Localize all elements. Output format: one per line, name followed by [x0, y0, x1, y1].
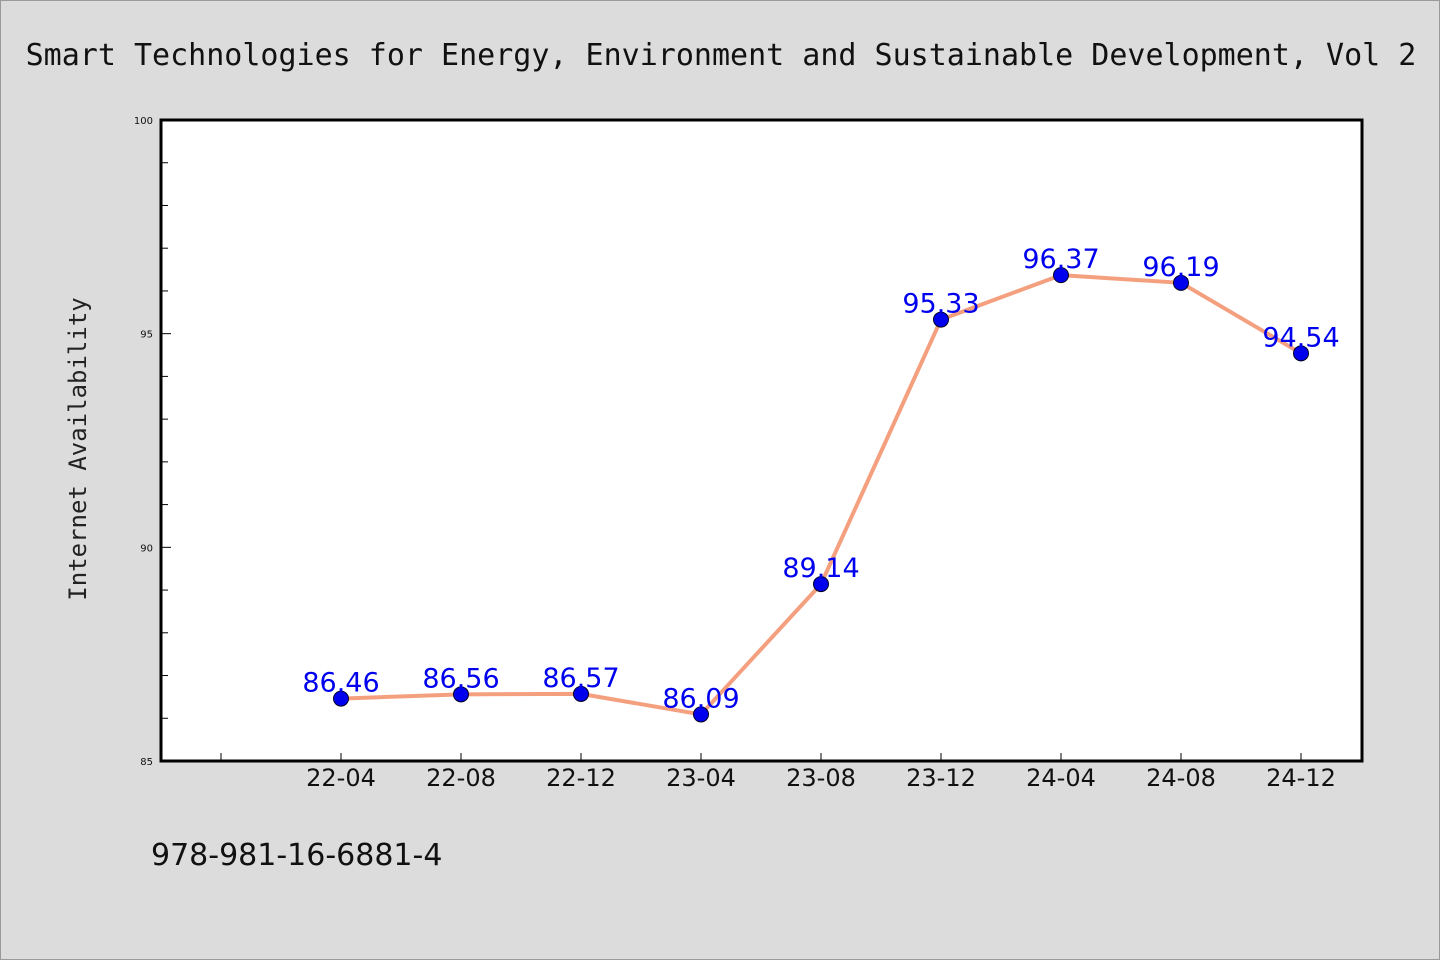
x-tick-label: 22-08: [426, 764, 496, 792]
data-point: [693, 706, 709, 723]
data-label: 86.09: [662, 683, 739, 714]
chart-title: Smart Technologies for Energy, Environme…: [26, 38, 1417, 73]
data-point: [813, 576, 829, 593]
y-tick-label: 100: [134, 116, 153, 127]
data-label: 96.19: [1142, 252, 1219, 283]
y-tick-label: 85: [140, 757, 153, 768]
data-point: [1173, 274, 1189, 291]
data-point: [1293, 345, 1309, 362]
data-label: 94.54: [1262, 322, 1339, 353]
data-label: 89.14: [782, 553, 859, 584]
x-tick-label: 23-08: [786, 764, 856, 792]
x-axis-ticks: 22-04 22-08 22-12 23-04 23-08 23-12 24-04 24-08…: [220, 753, 1336, 792]
data-label: 96.37: [1022, 244, 1099, 275]
x-tick-label: 24-12: [1266, 764, 1336, 792]
x-tick-label: 22-04: [306, 764, 376, 792]
data-label: 86.56: [422, 663, 499, 694]
data-point: [1053, 267, 1069, 284]
x-tick-label: 23-12: [906, 764, 976, 792]
data-label: 86.46: [302, 668, 379, 699]
plot-area: [159, 118, 1364, 763]
data-markers: [333, 267, 1309, 723]
isbn-footer: 978-981-16-6881-4: [151, 838, 442, 873]
y-axis-ticks: 85 90 95 100: [134, 116, 171, 768]
data-point: [933, 311, 949, 328]
data-point: [573, 685, 589, 702]
y-axis-label: Internet Availability: [64, 297, 92, 600]
data-point: [333, 690, 349, 707]
data-labels: 86.46 86.56 86.57 86.09 89.14 95.33 96.37 96.19…: [302, 244, 1339, 714]
x-tick-label: 22-12: [546, 764, 616, 792]
y-minor-ticks: [161, 162, 168, 719]
data-label: 86.57: [542, 663, 619, 694]
data-label: 95.33: [902, 289, 979, 320]
x-tick-label: 24-04: [1026, 764, 1096, 792]
y-tick-label: 95: [140, 330, 153, 341]
x-tick-label: 23-04: [666, 764, 736, 792]
data-point: [453, 686, 469, 703]
x-tick-label: 24-08: [1146, 764, 1216, 792]
y-tick-label: 90: [140, 543, 153, 554]
